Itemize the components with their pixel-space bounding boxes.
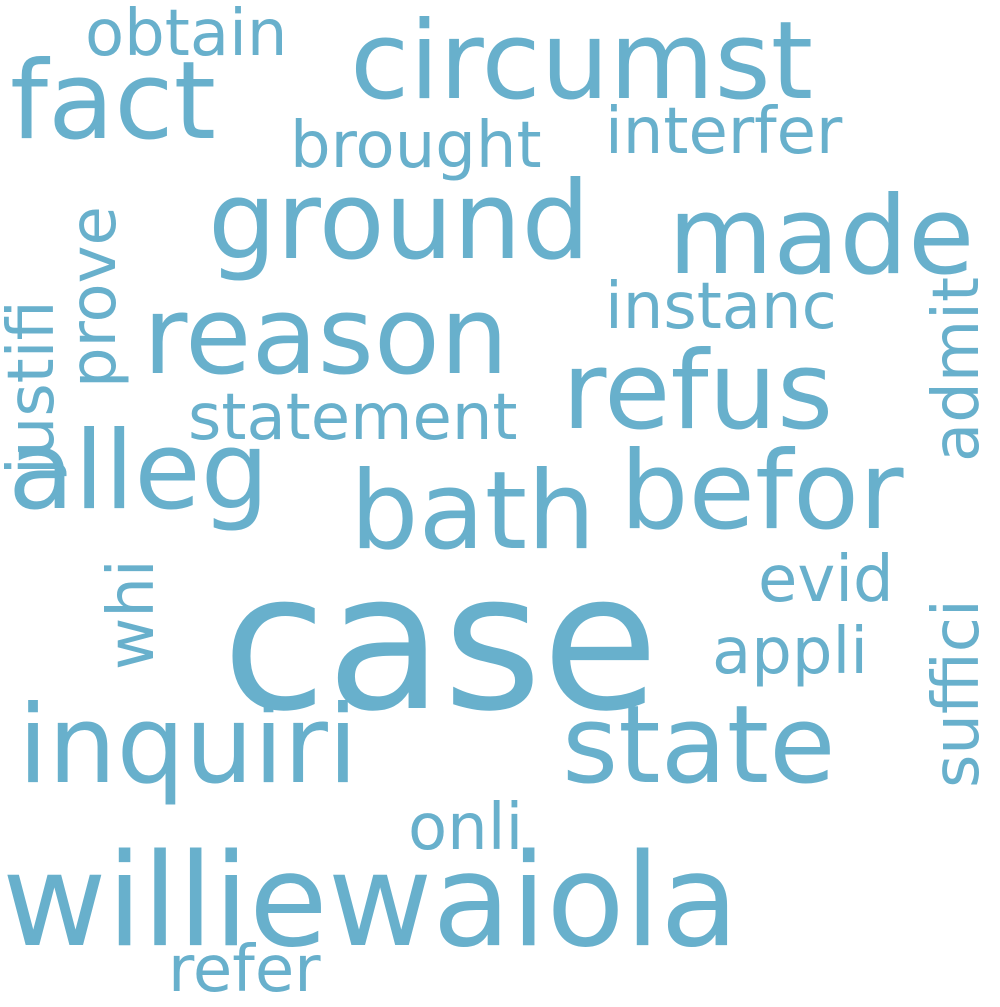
- word-interfer: interfer: [605, 95, 843, 169]
- word-appli: appli: [712, 615, 869, 689]
- word-prove: prove: [57, 206, 131, 388]
- word-befor: befor: [620, 429, 904, 554]
- word-suffici: suffici: [920, 599, 994, 788]
- word-brought: brought: [290, 109, 542, 183]
- word-inquiri: inquiri: [18, 683, 358, 808]
- word-reason: reason: [143, 274, 509, 399]
- word-statement: statement: [188, 381, 518, 455]
- word-williewaiola: williewaiola: [2, 827, 739, 976]
- word-obtain: obtain: [85, 0, 288, 71]
- word-instanc: instanc: [605, 270, 837, 344]
- word-ground: ground: [208, 159, 591, 284]
- word-state: state: [562, 683, 836, 808]
- word-evid: evid: [758, 543, 894, 617]
- word-refus: refus: [562, 329, 834, 454]
- word-circumst: circumst: [350, 0, 814, 124]
- word-whi: whi: [95, 559, 169, 670]
- word-refer: refer: [168, 933, 321, 1007]
- word-admit: admit: [920, 276, 994, 462]
- word-bath: bath: [350, 449, 596, 574]
- word-fact: fact: [10, 39, 216, 164]
- word-onli: onli: [408, 791, 524, 865]
- word-justifi: justifi: [0, 300, 69, 475]
- word-made: made: [668, 174, 975, 299]
- word-case: case: [222, 532, 659, 753]
- word-alleg: alleg: [8, 409, 270, 534]
